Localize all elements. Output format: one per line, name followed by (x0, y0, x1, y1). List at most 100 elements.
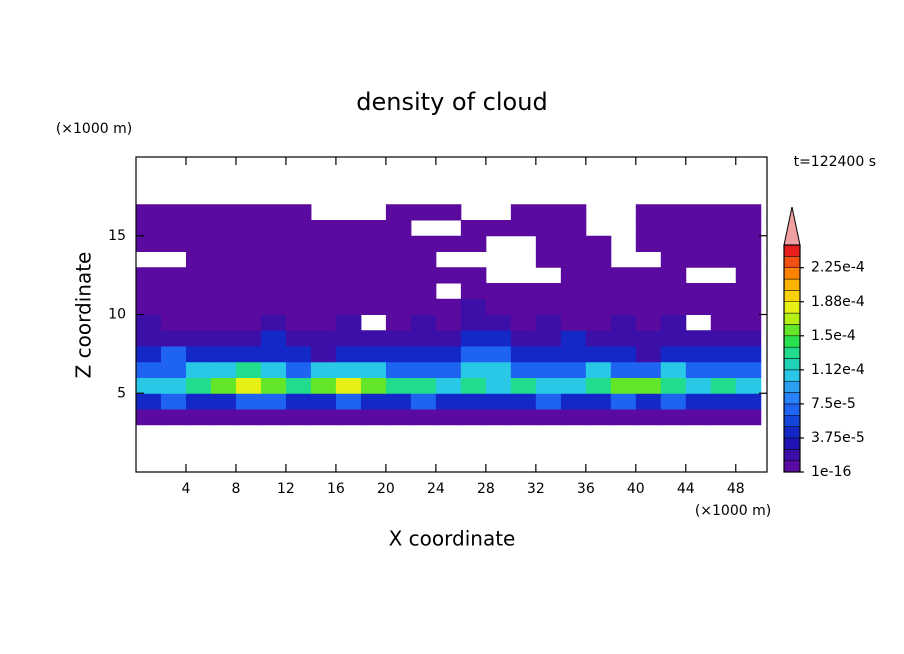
contour-cell (260, 330, 287, 347)
contour-cell (485, 409, 512, 426)
contour-cell (335, 251, 362, 268)
contour-cell (335, 330, 362, 347)
x-tick-label: 20 (377, 481, 395, 497)
contour-cell (685, 283, 712, 300)
contour-cell (360, 393, 387, 410)
contour-cell (360, 330, 387, 347)
contour-cell (735, 361, 762, 378)
x-tick-label: 48 (727, 481, 745, 497)
contour-cell (410, 377, 437, 394)
contour-cell (535, 330, 562, 347)
contour-cell (235, 251, 262, 268)
contour-cell (710, 377, 737, 394)
contour-cell (560, 393, 587, 410)
contour-cell (185, 330, 212, 347)
contour-cell (585, 298, 612, 315)
contour-cell (485, 346, 512, 363)
colorbar-box (783, 324, 801, 337)
contour-cell (410, 393, 437, 410)
colorbar-box (783, 437, 801, 450)
contour-cell (385, 283, 412, 300)
colorbar-box (783, 312, 801, 325)
contour-cell (685, 330, 712, 347)
contour-cell (435, 298, 462, 315)
contour-cell (585, 283, 612, 300)
contour-cell (510, 409, 537, 426)
contour-cell (735, 267, 762, 284)
contour-cell (535, 346, 562, 363)
contour-cell (460, 409, 487, 426)
contour-cell (410, 298, 437, 315)
contour-cell (136, 204, 162, 221)
contour-cell (185, 409, 212, 426)
contour-cell (285, 235, 312, 252)
contour-cell (285, 393, 312, 410)
contour-cell (160, 409, 187, 426)
colorbar-box (783, 426, 801, 439)
contour-cell (685, 377, 712, 394)
contour-cell (460, 235, 487, 252)
contour-cell (535, 251, 562, 268)
contour-cell (485, 314, 512, 331)
contour-cell (435, 361, 462, 378)
contour-cell (735, 393, 762, 410)
contour-cell (385, 361, 412, 378)
contour-cell (360, 267, 387, 284)
contour-cell (335, 377, 362, 394)
contour-cell (160, 314, 187, 331)
contour-cell (310, 346, 337, 363)
contour-cell (210, 377, 237, 394)
contour-cell (510, 346, 537, 363)
contour-cell (210, 267, 237, 284)
contour-cell (285, 283, 312, 300)
colorbar-tick-label: 1e-16 (811, 464, 851, 480)
contour-cell (610, 346, 637, 363)
contour-cell (235, 409, 262, 426)
contour-cell (710, 283, 737, 300)
contour-cell (360, 346, 387, 363)
contour-cell (635, 346, 662, 363)
contour-cell (360, 377, 387, 394)
contour-cell (335, 346, 362, 363)
contour-cell (535, 220, 562, 237)
contour-cell (635, 409, 662, 426)
colorbar-box (783, 392, 801, 405)
contour-cell (260, 298, 287, 315)
contour-cell (560, 314, 587, 331)
contour-cell (260, 235, 287, 252)
contour-cell (435, 409, 462, 426)
contour-cell (660, 346, 687, 363)
colorbar-tick-label: 7.5e-5 (811, 396, 856, 412)
contour-cell (285, 298, 312, 315)
contour-cell (685, 361, 712, 378)
contour-cell (635, 393, 662, 410)
contour-cell (560, 235, 587, 252)
contour-cell (710, 235, 737, 252)
contour-cell (360, 220, 387, 237)
x-axis-label: X coordinate (389, 527, 516, 551)
contour-cell (160, 283, 187, 300)
contour-cell (185, 346, 212, 363)
contour-cell (635, 220, 662, 237)
contour-cell (210, 346, 237, 363)
contour-cell (660, 377, 687, 394)
contour-cell (335, 220, 362, 237)
contour-cell (610, 330, 637, 347)
contour-cell (635, 314, 662, 331)
contour-cell (185, 377, 212, 394)
contour-cell (385, 235, 412, 252)
contour-cell (435, 314, 462, 331)
contour-cell (485, 377, 512, 394)
contour-cell (460, 220, 487, 237)
contour-cell (410, 267, 437, 284)
contour-cell (610, 377, 637, 394)
contour-cell (435, 235, 462, 252)
colorbar-box (783, 369, 801, 382)
contour-cell (136, 330, 162, 347)
contour-cell (335, 235, 362, 252)
contour-cell (385, 251, 412, 268)
contour-cell (160, 220, 187, 237)
contour-cell (485, 393, 512, 410)
contour-cell (260, 204, 287, 221)
contour-cell (685, 251, 712, 268)
